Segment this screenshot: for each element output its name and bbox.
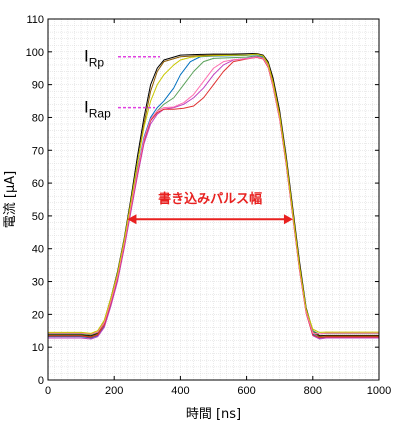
irp-label: IRp bbox=[84, 47, 104, 70]
y-axis-label: 電流 [μA] bbox=[3, 171, 18, 228]
y-tick-label: 60 bbox=[32, 178, 44, 190]
y-tick-label: 110 bbox=[26, 14, 44, 26]
x-tick-label: 1000 bbox=[367, 385, 391, 397]
y-tick-label: 30 bbox=[32, 277, 44, 289]
irp-label-sub: Rp bbox=[89, 56, 105, 70]
series-line-8 bbox=[48, 53, 379, 334]
y-tick-label: 0 bbox=[38, 375, 44, 387]
y-tick-label: 70 bbox=[32, 145, 44, 157]
y-tick-label: 40 bbox=[32, 244, 44, 256]
series-lines bbox=[48, 52, 379, 340]
pulse-width-arrowhead-left bbox=[127, 214, 137, 225]
y-tick-label: 50 bbox=[32, 211, 44, 223]
x-tick-label: 0 bbox=[45, 385, 51, 397]
y-tick-label: 10 bbox=[32, 342, 44, 354]
grid bbox=[47, 18, 380, 381]
y-tick-label: 20 bbox=[32, 309, 44, 321]
x-tick-label: 200 bbox=[105, 385, 123, 397]
pulse-width-label: 書き込みパルス幅 bbox=[158, 191, 262, 207]
pulse-width-arrowhead-right bbox=[283, 214, 293, 225]
x-tick-label: 600 bbox=[237, 385, 255, 397]
x-axis-label: 時間 [ns] bbox=[186, 407, 241, 422]
plot-frame bbox=[47, 18, 380, 381]
axis-ticks: 0 200 400 600 800 1000 0 10 20 30 40 50 60 70 80 90 100 1… bbox=[26, 14, 392, 397]
irap-label: IRap bbox=[84, 98, 111, 121]
y-tick-label: 80 bbox=[32, 112, 44, 124]
annotations: IRp IRap 書き込みパルス幅 bbox=[84, 47, 293, 225]
x-tick-label: 800 bbox=[304, 385, 322, 397]
y-tick-label: 90 bbox=[32, 80, 44, 92]
y-tick-label: 100 bbox=[26, 47, 44, 59]
x-tick-label: 400 bbox=[171, 385, 189, 397]
irap-label-sub: Rap bbox=[89, 107, 111, 121]
